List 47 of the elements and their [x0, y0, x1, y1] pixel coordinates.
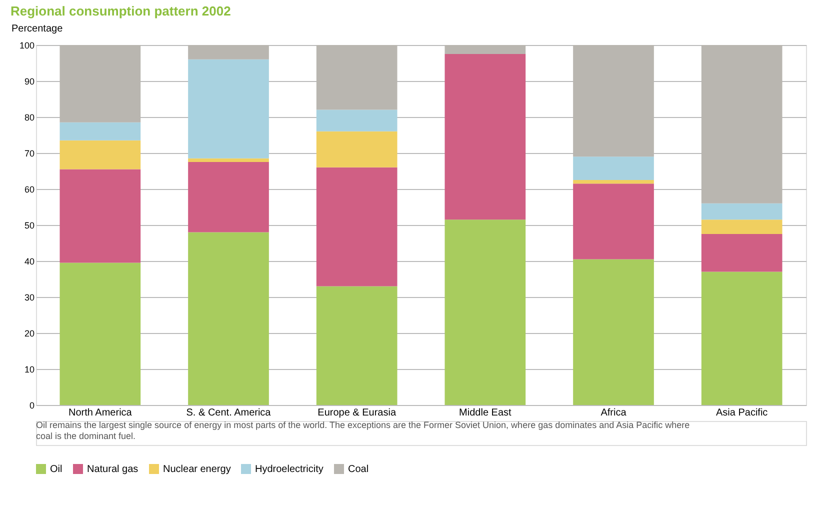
- bar: [573, 156, 654, 180]
- bar: [60, 262, 141, 405]
- y-tick-label: 50: [24, 220, 34, 230]
- bar: [573, 180, 654, 184]
- y-tick-label: 80: [24, 112, 34, 122]
- legend-label: Natural gas: [87, 464, 138, 475]
- legend-label: Nuclear energy: [163, 464, 231, 475]
- bar: [60, 169, 141, 263]
- bar: [701, 272, 782, 405]
- bar: [316, 167, 398, 286]
- x-tick-label: Africa: [600, 408, 627, 418]
- y-tick-label: 70: [24, 148, 34, 158]
- y-tick-label: 10: [24, 364, 34, 374]
- x-tick-label: Middle East: [459, 408, 512, 418]
- y-tick-label: 0: [29, 400, 34, 410]
- bar: [188, 232, 269, 405]
- bar: [701, 234, 782, 272]
- y-tick-label: 30: [24, 292, 34, 302]
- x-tick-label: North America: [68, 408, 132, 418]
- bar: [60, 140, 141, 170]
- bar: [188, 158, 269, 162]
- bar: [316, 110, 398, 132]
- bar: [573, 184, 654, 260]
- bar: [444, 220, 526, 405]
- x-tick-label: S. & Cent. America: [186, 408, 272, 418]
- bar: [316, 286, 398, 405]
- x-tick-label: Europe & Eurasia: [318, 408, 396, 418]
- bar: [573, 259, 654, 405]
- bar: [316, 131, 398, 168]
- x-tick-label: Asia Pacific: [716, 408, 768, 418]
- y-tick-label: 60: [24, 184, 34, 194]
- bar: [60, 122, 141, 140]
- y-tick-label: 20: [24, 328, 34, 338]
- y-tick-label: 40: [24, 256, 34, 266]
- y-tick-label: 100: [19, 40, 34, 50]
- text: Oil remains the largest single source of energy in most parts of the world. The exceptions are the Former Soviet Union, where gas dominates and Asia Pacific where coal is the dominant fuel.: [36, 420, 690, 441]
- legend-label: Hydroelectricity: [255, 464, 324, 475]
- legend-label: Oil: [50, 464, 62, 475]
- y-axis-title: Percentage: [12, 24, 64, 34]
- bar: [188, 162, 269, 232]
- bar: [701, 220, 782, 234]
- chart-title: Regional consumption pattern 2002: [10, 4, 231, 18]
- y-tick-label: 90: [24, 76, 34, 86]
- bar: [701, 203, 782, 220]
- bar: [188, 59, 269, 158]
- bar: [444, 54, 526, 220]
- legend-label: Coal: [348, 464, 369, 475]
